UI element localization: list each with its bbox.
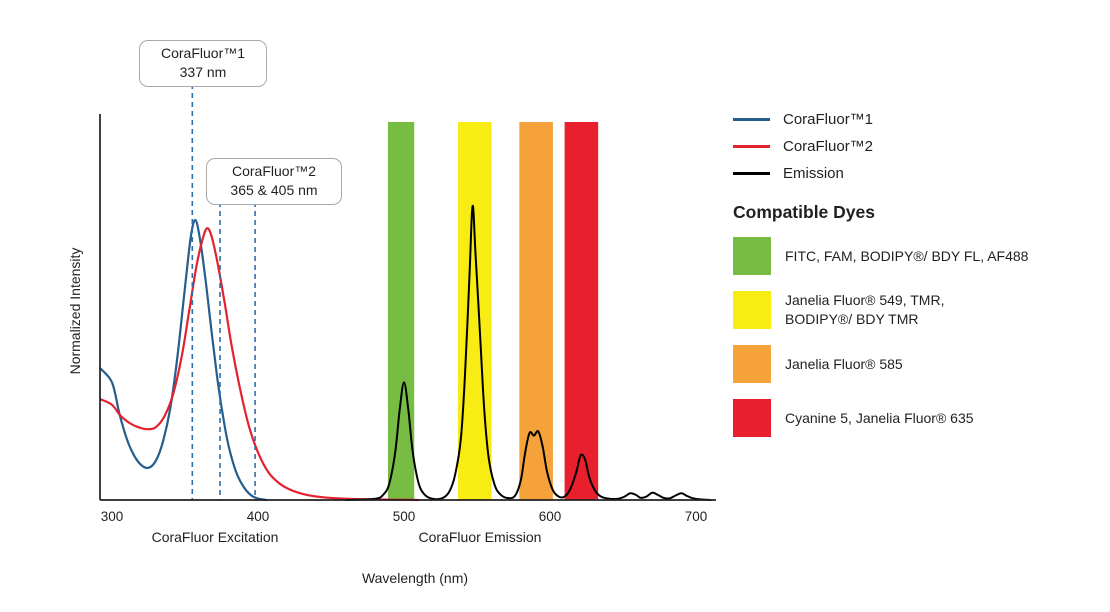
dye-color-swatch	[733, 237, 771, 275]
dye-label: FITC, FAM, BODIPY®/ BDY FL, AF488	[785, 247, 1029, 264]
x-tick-label: 500	[393, 509, 416, 524]
filter-band-jf585	[519, 122, 553, 500]
dye-label: Janelia Fluor® 585	[785, 355, 903, 372]
annotation-title: CoraFluor™2	[231, 163, 317, 179]
dye-color-swatch	[733, 291, 771, 329]
x-axis-label: Wavelength (nm)	[361, 570, 469, 586]
filter-band-cy5-jf635	[564, 122, 599, 500]
dye-color-swatch	[733, 345, 771, 383]
y-axis-label: Normalized Intensity	[67, 247, 83, 375]
dye-label: Cyanine 5, Janelia Fluor® 635	[785, 409, 974, 426]
compatible-dyes-title: Compatible Dyes	[733, 202, 875, 222]
annotation-wavelength: 365 & 405 nm	[230, 182, 318, 199]
legend-item: CoraFluor™2	[733, 133, 1105, 160]
annotation-wavelength: 337 nm	[179, 64, 227, 81]
legend-line-swatch	[733, 145, 770, 148]
filter-band-fitc-fam-bodipy-fl-af488	[387, 122, 415, 500]
dye-color-swatch	[733, 399, 771, 437]
spectra-chart: 300 400 500 600 700	[99, 84, 716, 524]
legend-series-list: CoraFluor™1 CoraFluor™2 Emission	[733, 106, 1105, 187]
legend-line-swatch	[733, 172, 770, 175]
dye-item: Janelia Fluor® 549, TMR, BODIPY®/ BDY TM…	[733, 291, 1105, 329]
excitation-section-label: CoraFluor Excitation	[151, 529, 279, 545]
curve-emission	[344, 204, 712, 501]
emission-section-label: CoraFluor Emission	[418, 529, 542, 545]
dye-label: Janelia Fluor® 549, TMR, BODIPY®/ BDY TM…	[785, 292, 945, 327]
legend: CoraFluor™1 CoraFluor™2 Emission Compatibl…	[733, 106, 1105, 453]
annotation-title: CoraFluor™1	[160, 45, 246, 61]
x-tick-label: 300	[101, 509, 124, 524]
annotation-corafluor2: CoraFluor™2 365 & 405 nm	[206, 158, 342, 205]
x-tick-label: 400	[247, 509, 270, 524]
curve-corafluor2-excitation	[99, 227, 420, 502]
dye-item: Janelia Fluor® 585	[733, 345, 1105, 383]
legend-label: CoraFluor™1	[783, 111, 874, 128]
x-tick-label: 600	[539, 509, 562, 524]
compatible-dyes-list: FITC, FAM, BODIPY®/ BDY FL, AF488 Janelia…	[733, 237, 1105, 437]
legend-item: Emission	[733, 160, 1105, 187]
x-tick-label: 700	[685, 509, 708, 524]
curve-corafluor1-excitation	[99, 218, 268, 502]
legend-label: Emission	[783, 165, 844, 182]
legend-item: CoraFluor™1	[733, 106, 1105, 133]
legend-label: CoraFluor™2	[783, 138, 874, 155]
annotation-corafluor1: CoraFluor™1 337 nm	[139, 40, 267, 87]
dye-item: FITC, FAM, BODIPY®/ BDY FL, AF488	[733, 237, 1105, 275]
legend-line-swatch	[733, 118, 770, 121]
dye-item: Cyanine 5, Janelia Fluor® 635	[733, 399, 1105, 437]
